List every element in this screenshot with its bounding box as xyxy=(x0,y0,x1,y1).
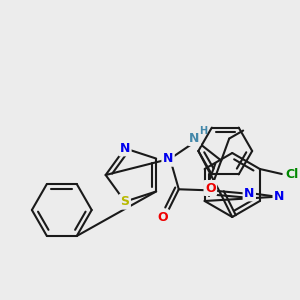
Text: Cl: Cl xyxy=(285,167,298,181)
Text: S: S xyxy=(120,195,129,208)
Text: N: N xyxy=(163,152,173,165)
Text: N: N xyxy=(244,187,254,200)
Text: O: O xyxy=(158,211,168,224)
Text: N: N xyxy=(274,190,284,203)
Text: H: H xyxy=(199,126,207,136)
Text: O: O xyxy=(205,182,216,194)
Text: N: N xyxy=(120,142,130,155)
Text: N: N xyxy=(189,131,200,145)
